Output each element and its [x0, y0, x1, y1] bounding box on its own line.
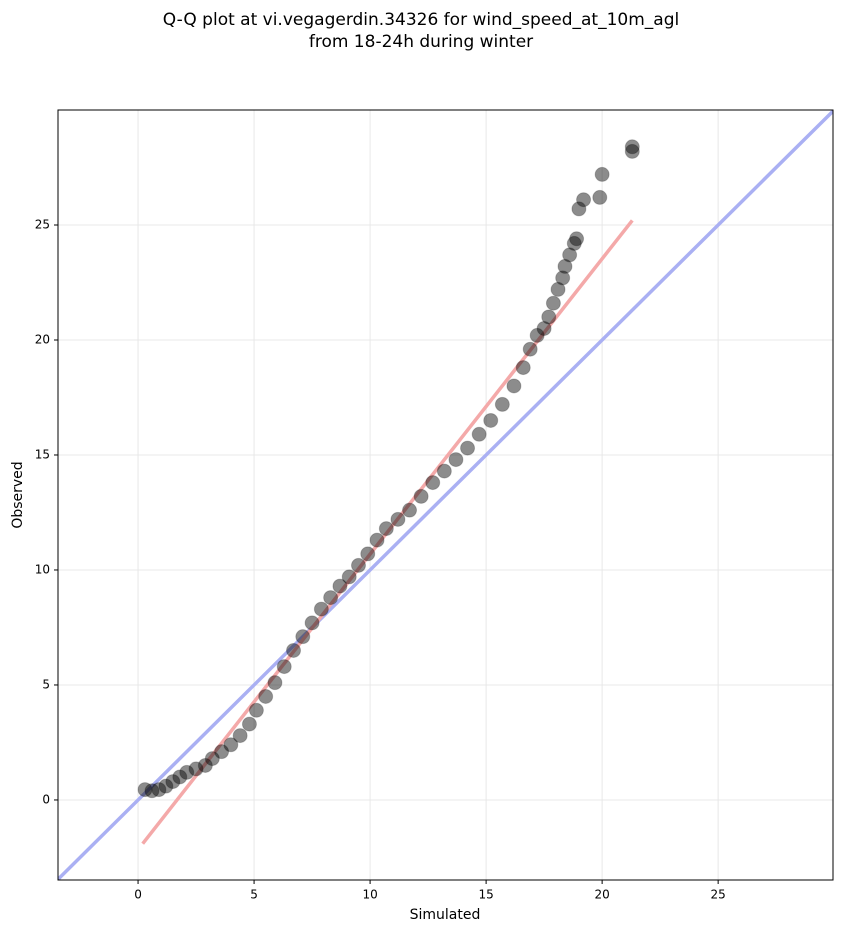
point — [413, 488, 429, 504]
point — [471, 426, 487, 442]
point — [566, 235, 582, 251]
point — [313, 601, 329, 617]
x-tick-label: 15 — [478, 888, 493, 902]
point — [506, 378, 522, 394]
point — [276, 659, 292, 675]
point — [594, 166, 610, 182]
point — [378, 521, 394, 537]
x-tick-label: 25 — [711, 888, 726, 902]
point — [360, 546, 376, 562]
x-tick-label: 10 — [362, 888, 377, 902]
reference-line — [58, 110, 833, 880]
plot-frame — [57, 109, 834, 881]
point — [197, 757, 213, 773]
point — [158, 778, 174, 794]
point — [555, 270, 571, 286]
point — [425, 475, 441, 491]
x-axis-label: Simulated — [410, 907, 481, 923]
point — [522, 341, 538, 357]
chart-title: Q-Q plot at vi.vegagerdin.34326 for wind… — [163, 10, 679, 30]
point — [529, 327, 545, 343]
point — [248, 702, 264, 718]
plot-area — [58, 110, 833, 880]
point — [483, 412, 499, 428]
point — [258, 688, 274, 704]
point — [369, 532, 385, 548]
y-tick-label: 10 — [35, 562, 50, 576]
x-tick-label: 20 — [594, 888, 609, 902]
y-tick-label: 5 — [42, 677, 50, 691]
point — [151, 782, 167, 798]
point — [576, 192, 592, 208]
grid — [58, 110, 833, 880]
point — [304, 615, 320, 631]
point — [188, 761, 204, 777]
y-axis-label: Observed — [10, 461, 26, 528]
point — [165, 774, 181, 790]
point — [515, 360, 531, 376]
point — [624, 143, 640, 159]
point — [562, 247, 578, 263]
point — [390, 511, 406, 527]
point — [286, 642, 302, 658]
point — [545, 295, 561, 311]
point — [557, 258, 573, 274]
point — [267, 675, 283, 691]
point — [223, 737, 239, 753]
point — [350, 557, 366, 573]
point — [571, 201, 587, 217]
point — [436, 463, 452, 479]
point — [550, 281, 566, 297]
point — [214, 744, 230, 760]
y-tick-label: 15 — [35, 447, 50, 461]
x-tick-label: 0 — [134, 888, 142, 902]
y-tick-label: 20 — [35, 332, 50, 346]
point — [295, 629, 311, 645]
y-tick-label: 25 — [35, 217, 50, 231]
point — [592, 189, 608, 205]
point — [569, 231, 585, 247]
point — [323, 590, 339, 606]
point — [241, 716, 257, 732]
point — [402, 502, 418, 518]
x-tick-label: 5 — [250, 888, 258, 902]
point — [460, 440, 476, 456]
point — [204, 751, 220, 767]
fit-line — [141, 219, 634, 845]
point — [624, 139, 640, 155]
y-tick-label: 0 — [42, 792, 50, 806]
point — [144, 783, 160, 799]
point — [137, 782, 153, 798]
point — [232, 728, 248, 744]
point — [179, 764, 195, 780]
point — [536, 320, 552, 336]
point — [448, 452, 464, 468]
point — [494, 396, 510, 412]
point — [341, 569, 357, 585]
chart-title: from 18-24h during winter — [309, 32, 533, 52]
point — [172, 769, 188, 785]
point — [541, 309, 557, 325]
point — [332, 578, 348, 594]
